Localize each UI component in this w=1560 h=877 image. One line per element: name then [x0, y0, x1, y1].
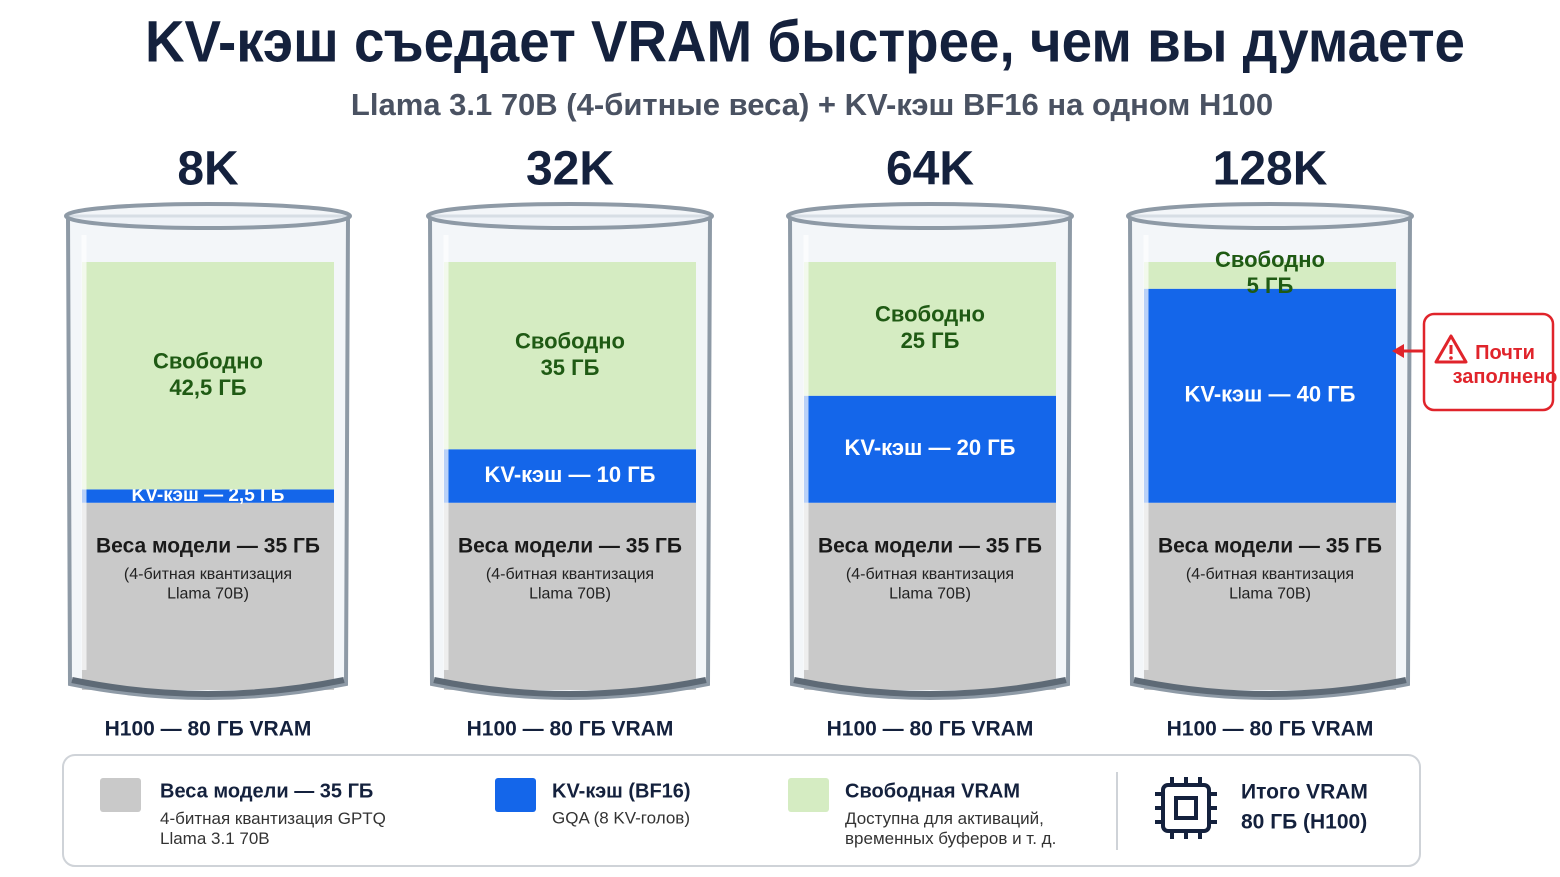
legend-swatch	[495, 778, 536, 812]
category-label: 32K	[526, 143, 614, 196]
segment	[82, 502, 334, 690]
segment	[82, 262, 334, 490]
category-label: 128K	[1213, 143, 1328, 196]
total-label: Итого VRAM	[1241, 781, 1368, 804]
legend-label: Веса модели — 35 ГБ	[160, 780, 373, 802]
chart-title: KV-кэш съедает VRAM быстрее, чем вы дума…	[145, 9, 1465, 74]
segment	[444, 449, 696, 503]
segment-label: Веса модели — 35 ГБ	[96, 534, 320, 557]
segment	[804, 395, 1056, 503]
segment-label: Свободно 35 ГБ	[515, 328, 625, 379]
jar-base	[793, 677, 1067, 697]
segment-label: KV-кэш — 20 ГБ	[845, 435, 1016, 460]
legend-description: Доступна для активаций, временных буферов…	[845, 809, 1056, 848]
jar-caption: H100 — 80 ГБ VRAM	[1167, 718, 1374, 741]
total-value: 80 ГБ (H100)	[1241, 811, 1367, 834]
legend-box	[62, 754, 1421, 867]
jar-rim	[64, 202, 352, 230]
segment-label: KV-кэш — 2,5 ГБ	[132, 485, 285, 506]
jar-glass	[1128, 215, 1412, 700]
jar-caption: H100 — 80 ГБ VRAM	[467, 718, 674, 741]
segment-label: KV-кэш — 40 ГБ	[1185, 382, 1356, 407]
legend-description: 4-битная квантизация GPTQ Llama 3.1 70B	[160, 809, 386, 848]
segment-note: (4-битная квантизация Llama 70B)	[124, 566, 292, 602]
legend-label: Свободная VRAM	[845, 780, 1020, 802]
segment	[444, 502, 696, 690]
segment-label: Свободно 5 ГБ	[1215, 247, 1325, 298]
segment	[804, 502, 1056, 690]
chart-subtitle: Llama 3.1 70B (4-битные веса) + KV-кэш B…	[351, 87, 1273, 122]
jar-rim	[1126, 202, 1414, 230]
category-label: 8K	[177, 143, 239, 196]
jar-caption: H100 — 80 ГБ VRAM	[827, 718, 1034, 741]
segment-label: Свободно 25 ГБ	[875, 301, 985, 352]
legend-swatch	[100, 778, 141, 812]
segment-label: Веса модели — 35 ГБ	[1158, 534, 1382, 557]
segment-label: Свободно 42,5 ГБ	[153, 348, 263, 399]
jars: 8K Веса модели — 35 ГБ (4-битная квантизац…	[64, 143, 1414, 741]
segment-label: Веса модели — 35 ГБ	[818, 534, 1042, 557]
jar-base	[1133, 677, 1407, 697]
segment	[1144, 288, 1396, 503]
legend-swatch	[788, 778, 829, 812]
jar-caption: H100 — 80 ГБ VRAM	[105, 718, 312, 741]
segment-note: (4-битная квантизация Llama 70B)	[846, 566, 1014, 602]
legend-label: KV-кэш (BF16)	[552, 780, 691, 802]
annotation: Почти заполнено	[1392, 312, 1558, 412]
chip-icon	[1155, 777, 1217, 839]
segment	[804, 262, 1056, 396]
segment	[444, 262, 696, 450]
legend-description: GQA (8 KV-голов)	[552, 808, 690, 827]
annotation-text: Почти заполнено	[1453, 342, 1558, 388]
jar-glass	[788, 215, 1072, 700]
jar-glass	[66, 215, 350, 700]
jar-rim	[786, 202, 1074, 230]
jar-glass	[428, 215, 712, 700]
segment-note: (4-битная квантизация Llama 70B)	[486, 566, 654, 602]
segment-label: KV-кэш — 10 ГБ	[485, 462, 656, 487]
jar-rim	[426, 202, 714, 230]
segment	[1144, 502, 1396, 690]
segment-note: (4-битная квантизация Llama 70B)	[1186, 566, 1354, 602]
jar-base	[433, 677, 707, 697]
jar-base	[71, 677, 345, 697]
segment-label: Веса модели — 35 ГБ	[458, 534, 682, 557]
category-label: 64K	[886, 143, 974, 196]
segment	[82, 489, 334, 503]
segment	[1144, 262, 1396, 289]
